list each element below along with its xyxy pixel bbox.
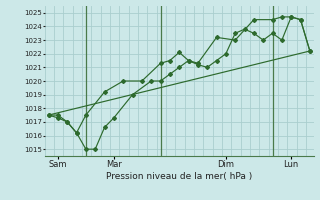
X-axis label: Pression niveau de la mer( hPa ): Pression niveau de la mer( hPa ) — [106, 172, 252, 181]
